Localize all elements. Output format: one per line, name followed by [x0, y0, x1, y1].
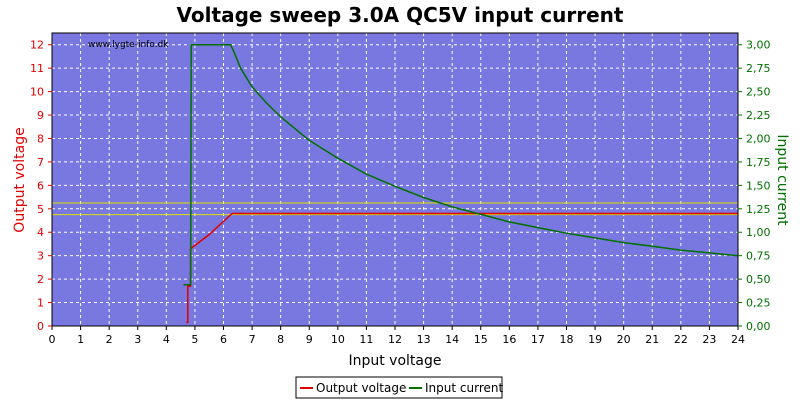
right-y-tick-label: 2,00: [746, 132, 771, 145]
x-axis: 0 1 2 3 4 5 6 7 8 9 10 11 12 13 14 15 16 17 18 19 20 21 22 23 24: [49, 326, 745, 346]
left-y-tick-label: 4: [37, 226, 44, 239]
reference-lines: [52, 202, 738, 216]
right-y-tick-label: 3,00: [746, 39, 771, 52]
x-tick-label: 0: [49, 333, 56, 346]
x-axis-label: Input voltage: [348, 353, 441, 369]
x-tick-label: 10: [331, 333, 345, 346]
right-y-tick-label: 1,75: [746, 156, 771, 169]
x-tick-label: 4: [163, 333, 170, 346]
x-tick-label: 16: [502, 333, 516, 346]
left-y-tick-label: 0: [37, 320, 44, 333]
left-y-tick-label: 1: [37, 297, 44, 310]
right-y-tick-label: 1,50: [746, 179, 771, 192]
left-y-tick-label: 10: [30, 86, 44, 99]
x-tick-label: 12: [388, 333, 402, 346]
right-y-tick-label: 0,50: [746, 273, 771, 286]
left-y-tick-label: 11: [30, 62, 44, 75]
x-tick-label: 1: [77, 333, 84, 346]
left-y-tick-label: 3: [37, 250, 44, 263]
legend: Output voltage Input current: [295, 376, 503, 399]
series-group: [183, 43, 739, 324]
right-y-axis-label: Input current: [774, 134, 790, 226]
right-y-tick-label: 2,25: [746, 109, 771, 122]
x-tick-label: 9: [306, 333, 313, 346]
left-y-tick-label: 6: [37, 179, 44, 192]
grid: [52, 33, 738, 326]
right-y-axis: 0,00 0,25 0,50 0,75 1,00 1,25 1,50 1,75 2,00 2,25…: [738, 39, 771, 333]
left-y-tick-label: 7: [37, 156, 44, 169]
left-y-tick-label: 5: [37, 203, 44, 216]
left-y-axis-label: Output voltage: [12, 127, 28, 232]
x-tick-label: 15: [474, 333, 488, 346]
x-tick-label: 13: [417, 333, 431, 346]
x-tick-label: 24: [731, 333, 745, 346]
x-tick-label: 23: [702, 333, 716, 346]
right-y-tick-label: 2,75: [746, 62, 771, 75]
right-y-tick-label: 1,25: [746, 203, 771, 216]
series-line-input-current: [183, 43, 739, 286]
x-tick-label: 2: [106, 333, 113, 346]
right-y-tick-label: 2,50: [746, 86, 771, 99]
right-y-tick-label: 0,00: [746, 320, 771, 333]
left-y-tick-label: 2: [37, 273, 44, 286]
left-y-tick-label: 12: [30, 39, 44, 52]
x-tick-label: 22: [674, 333, 688, 346]
watermark: www.lygte-info.dk: [88, 40, 169, 50]
x-tick-label: 21: [645, 333, 659, 346]
legend-label-input-current: Input current: [425, 381, 503, 395]
right-y-tick-label: 1,00: [746, 226, 771, 239]
x-tick-label: 7: [249, 333, 256, 346]
left-y-tick-label: 9: [37, 109, 44, 122]
x-tick-label: 18: [560, 333, 574, 346]
x-tick-label: 11: [359, 333, 373, 346]
x-tick-label: 5: [191, 333, 198, 346]
right-y-tick-label: 0,25: [746, 297, 771, 310]
x-tick-label: 14: [445, 333, 459, 346]
left-y-tick-label: 8: [37, 132, 44, 145]
x-tick-label: 19: [588, 333, 602, 346]
x-tick-label: 17: [531, 333, 545, 346]
x-tick-label: 20: [617, 333, 631, 346]
x-tick-label: 8: [277, 333, 284, 346]
chart-title: Voltage sweep 3.0A QC5V input current: [177, 3, 624, 27]
x-tick-label: 6: [220, 333, 227, 346]
x-tick-label: 3: [134, 333, 141, 346]
legend-box: [295, 376, 503, 399]
right-y-tick-label: 0,75: [746, 250, 771, 263]
legend-label-output-voltage: Output voltage: [316, 381, 406, 395]
